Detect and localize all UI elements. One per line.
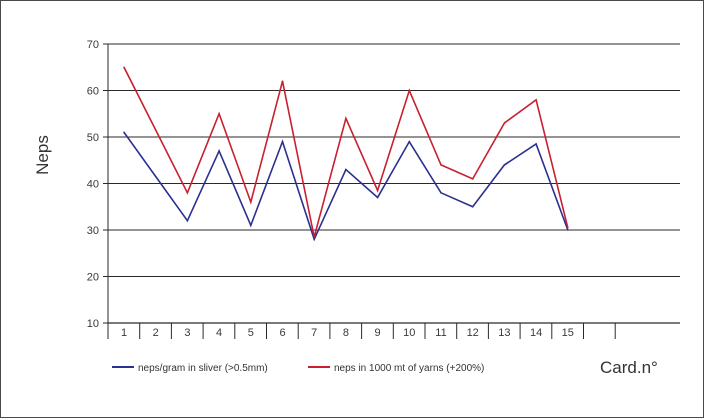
y-tick-label-20: 20 xyxy=(87,272,99,284)
x-tick-label-13: 13 xyxy=(498,327,510,339)
x-tick-label-10: 10 xyxy=(403,327,415,339)
series-layer xyxy=(123,66,569,242)
series-1-point-1 xyxy=(123,66,125,69)
x-tick-label-7: 7 xyxy=(311,327,317,339)
series-0-point-8 xyxy=(345,168,347,171)
series-0-point-1 xyxy=(123,131,125,134)
x-tick-label-11: 11 xyxy=(435,327,446,339)
y-tick-label-10: 10 xyxy=(87,318,99,330)
y-tick-label-50: 50 xyxy=(87,132,99,144)
series-1-point-6 xyxy=(281,80,284,82)
x-tick-label-6: 6 xyxy=(279,327,285,339)
series-0-point-9 xyxy=(376,196,379,199)
x-tick-label-14: 14 xyxy=(530,327,542,339)
x-tick-label-3: 3 xyxy=(184,327,190,339)
series-1-point-2 xyxy=(154,129,157,131)
series-1-point-15 xyxy=(567,226,569,229)
x-tick-label-12: 12 xyxy=(467,327,479,339)
y-tick-label-40: 40 xyxy=(87,179,99,191)
y-tick-label-70: 70 xyxy=(87,39,99,51)
series-line-1 xyxy=(123,66,569,238)
x-tick-label-8: 8 xyxy=(343,327,349,339)
series-0-point-13 xyxy=(503,164,506,166)
series-1-point-9 xyxy=(376,189,379,192)
series-0-point-5 xyxy=(250,224,252,227)
series-0-point-10 xyxy=(408,140,411,143)
series-0-point-12 xyxy=(471,205,474,208)
series-1-point-5 xyxy=(250,201,252,203)
series-0-point-4 xyxy=(218,150,220,152)
x-tick-label-1: 1 xyxy=(121,327,127,339)
gridlines xyxy=(107,43,680,324)
series-0-point-7 xyxy=(313,238,316,241)
series-0-point-15 xyxy=(567,229,569,231)
legend-label-yarns: neps in 1000 mt of yarns (+200%) xyxy=(334,363,484,374)
y-axis-title: Neps xyxy=(33,135,52,175)
x-axis-title: Card.n° xyxy=(600,358,658,377)
series-1-point-12 xyxy=(471,178,474,180)
x-tick-label-9: 9 xyxy=(375,327,381,339)
series-0-point-2 xyxy=(154,175,157,178)
series-1-point-11 xyxy=(440,164,442,166)
x-axis-ticks: 1 2 3 4 5 6 7 8 9 10 11 12 13 14 15 xyxy=(107,323,616,339)
series-1-point-10 xyxy=(408,89,411,92)
series-1-point-14 xyxy=(535,99,537,101)
series-1-point-4 xyxy=(218,112,220,115)
x-tick-label-15: 15 xyxy=(562,327,574,339)
x-tick-label-2: 2 xyxy=(153,327,159,339)
series-0-point-6 xyxy=(281,140,284,143)
x-tick-label-4: 4 xyxy=(216,327,222,339)
legend: neps/gram in sliver (>0.5mm) neps in 100… xyxy=(112,363,484,374)
y-tick-label-60: 60 xyxy=(87,86,99,98)
series-1-point-3 xyxy=(186,192,189,194)
series-0-point-11 xyxy=(440,192,442,194)
y-tick-label-30: 30 xyxy=(87,225,99,237)
legend-label-sliver: neps/gram in sliver (>0.5mm) xyxy=(138,363,268,374)
x-tick-label-5: 5 xyxy=(248,327,254,339)
series-1-point-8 xyxy=(345,117,347,120)
series-0-point-14 xyxy=(535,143,537,145)
series-0-point-3 xyxy=(186,219,189,222)
series-1-point-7 xyxy=(313,236,316,238)
y-axis-ticks: 10 20 30 40 50 60 70 xyxy=(87,39,108,330)
series-1-point-13 xyxy=(503,122,506,124)
